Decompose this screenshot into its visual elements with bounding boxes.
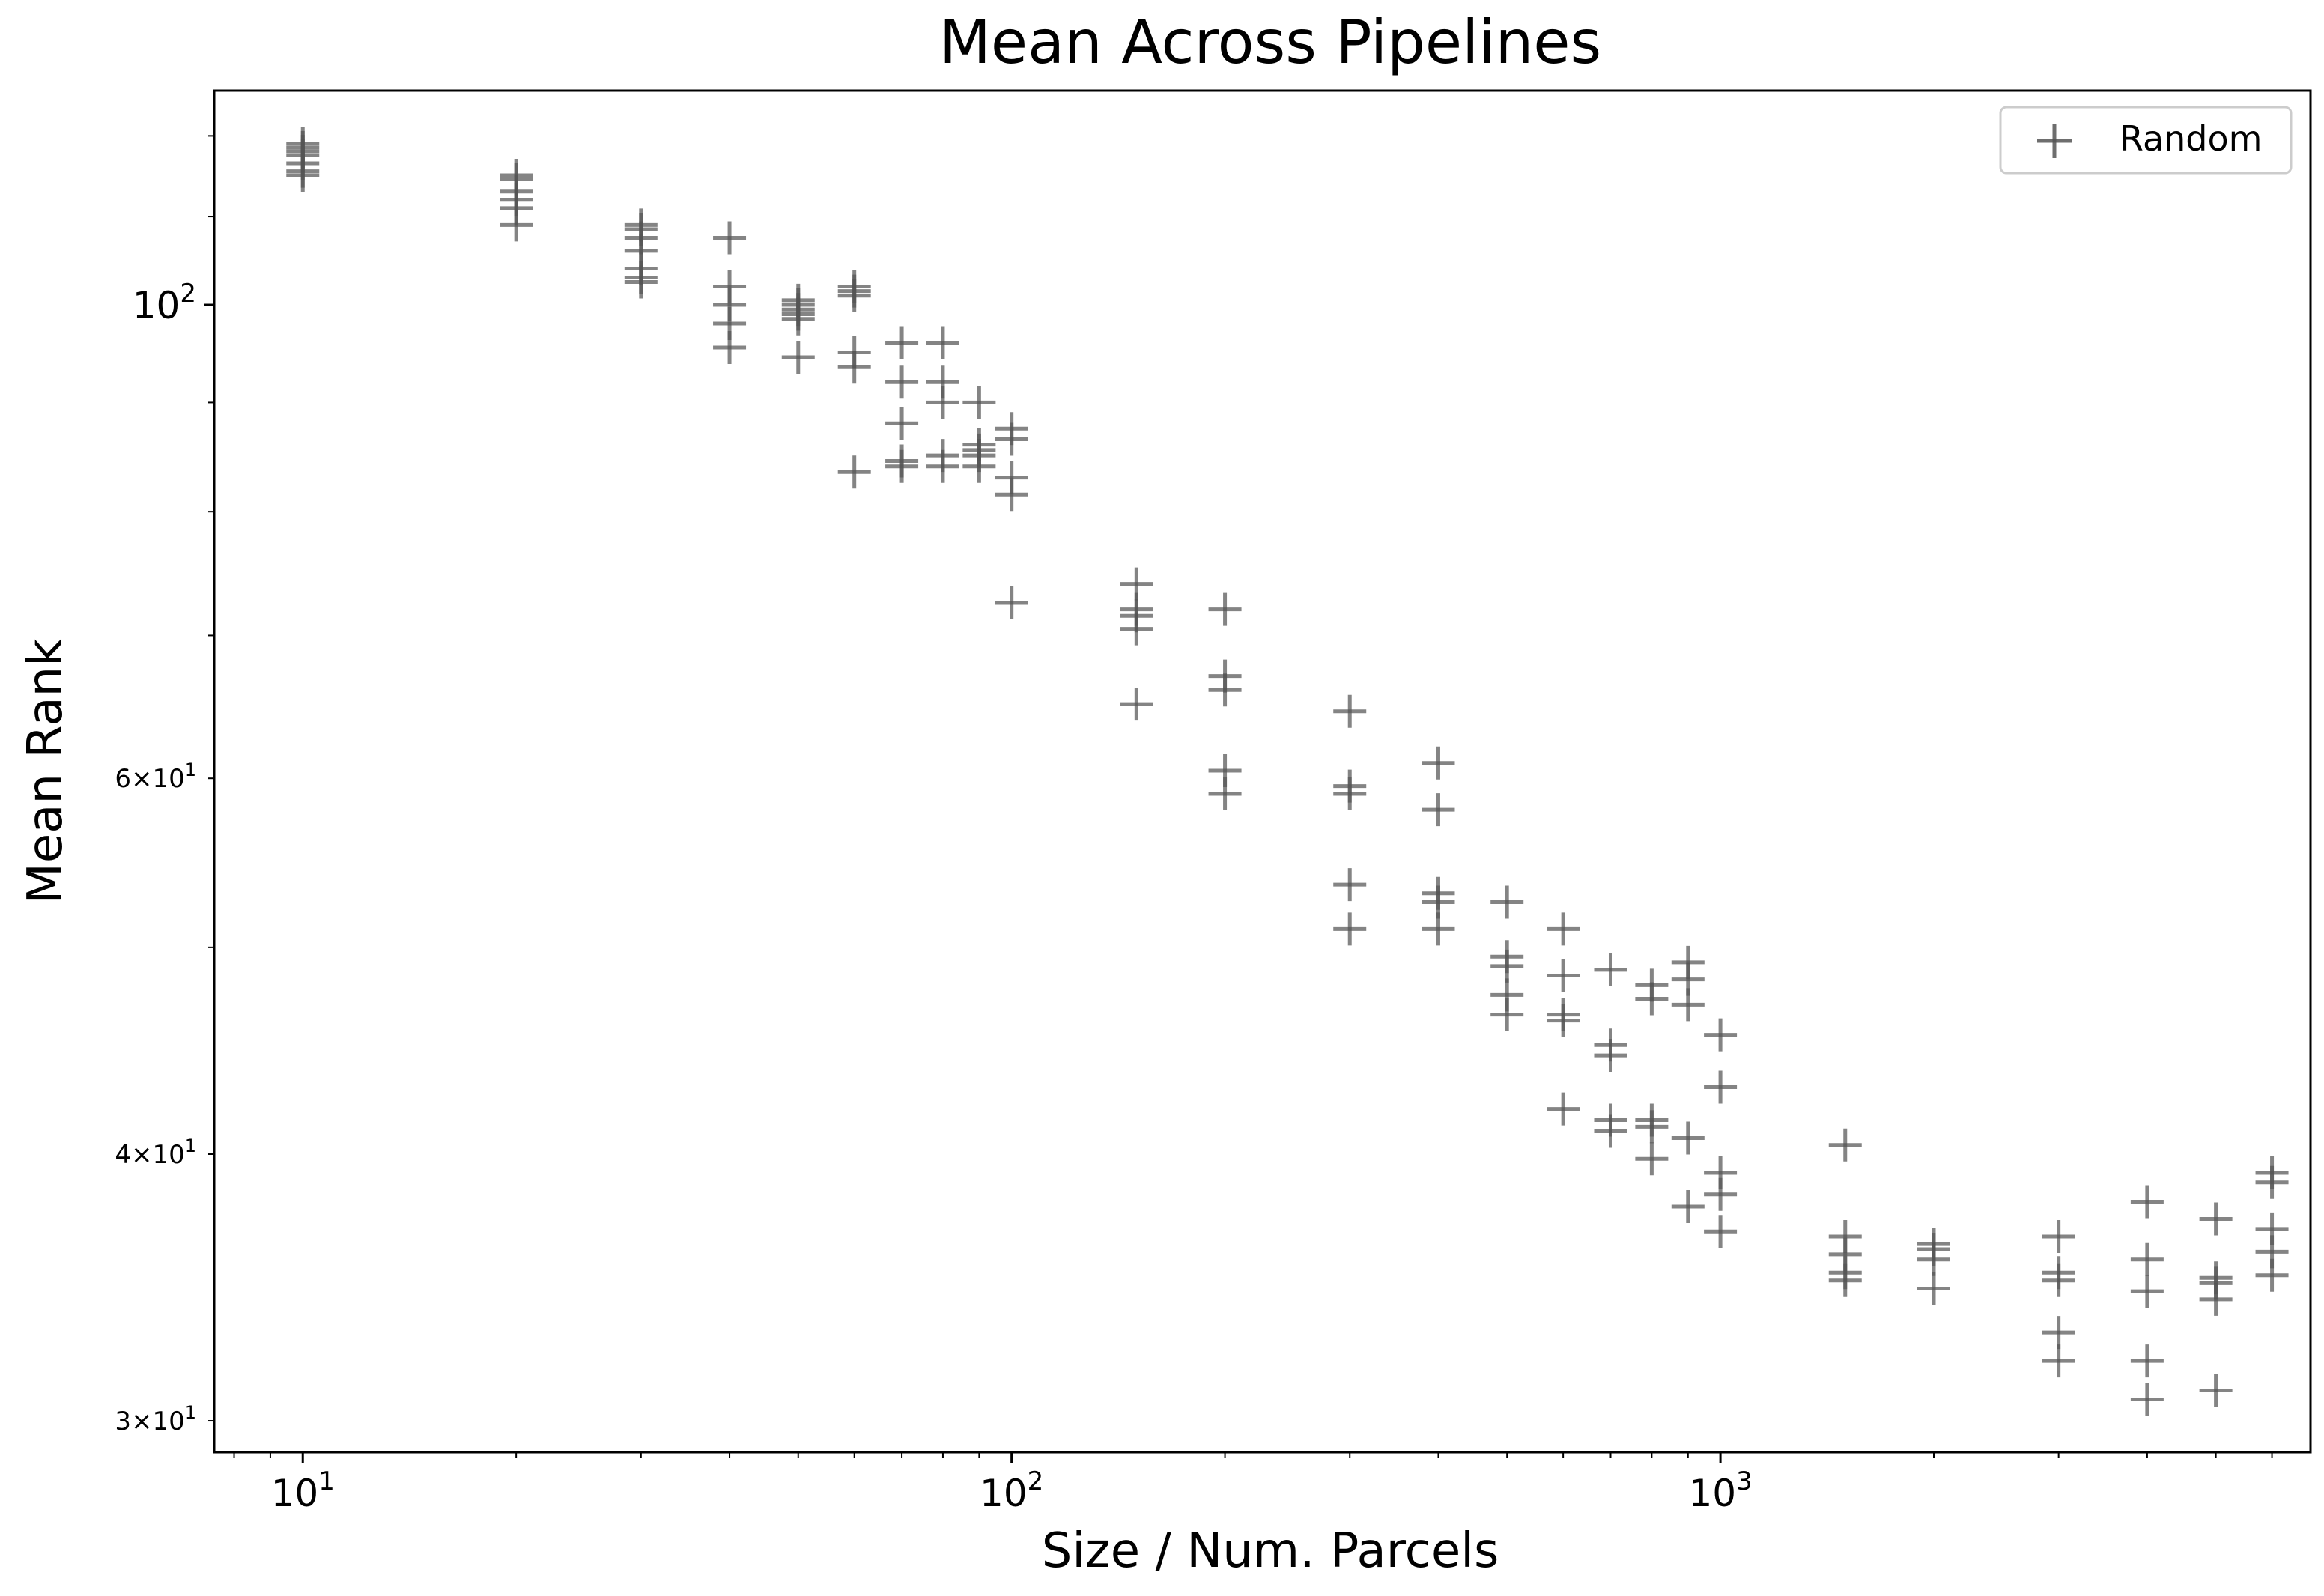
data-point-plus bbox=[1594, 1114, 1627, 1148]
data-point-plus bbox=[885, 326, 919, 359]
data-point-plus bbox=[2130, 1185, 2164, 1219]
data-point-plus bbox=[1547, 1092, 1580, 1126]
x-tick-label: 102 bbox=[980, 1466, 1043, 1515]
data-point-plus bbox=[1917, 1272, 1950, 1305]
data-point-plus bbox=[2199, 1282, 2233, 1316]
legend: Random bbox=[1999, 106, 2293, 175]
data-point-plus bbox=[1547, 1004, 1580, 1037]
data-point-plus bbox=[1635, 982, 1669, 1016]
plot-marks bbox=[286, 127, 2289, 1416]
legend-marker-plus-icon bbox=[2037, 124, 2072, 158]
data-point-plus bbox=[1704, 1215, 1738, 1248]
data-point-plus bbox=[1333, 868, 1367, 902]
legend-label: Random bbox=[2120, 118, 2262, 159]
data-point-plus bbox=[2042, 1263, 2075, 1297]
data-point-plus bbox=[2130, 1242, 2164, 1276]
plot-frame bbox=[213, 89, 2312, 1454]
y-tick-label: 3×101 bbox=[115, 1402, 196, 1436]
data-point-plus bbox=[1333, 912, 1367, 946]
data-point-plus bbox=[2042, 1344, 2075, 1378]
data-point-plus bbox=[1704, 1070, 1738, 1104]
data-point-plus bbox=[885, 449, 919, 483]
y-axis-label: Mean Rank bbox=[18, 639, 73, 905]
data-point-plus bbox=[2042, 1316, 2075, 1350]
data-point-plus bbox=[1635, 1110, 1669, 1144]
x-tick-label: 101 bbox=[271, 1466, 335, 1515]
data-point-plus bbox=[2130, 1383, 2164, 1416]
data-point-plus bbox=[962, 449, 996, 483]
data-point-plus bbox=[926, 386, 959, 419]
data-point-plus bbox=[286, 159, 320, 192]
data-point-plus bbox=[1490, 949, 1524, 983]
data-point-plus bbox=[2199, 1374, 2233, 1407]
data-point-plus bbox=[1422, 746, 1455, 780]
data-point-plus bbox=[2199, 1202, 2233, 1236]
data-point-plus bbox=[837, 455, 871, 489]
y-tick-label: 6×101 bbox=[115, 759, 196, 794]
data-point-plus bbox=[1422, 912, 1455, 946]
data-point-plus bbox=[1208, 592, 1242, 626]
data-point-plus bbox=[1828, 1128, 1862, 1162]
data-point-plus bbox=[1547, 959, 1580, 992]
data-point-plus bbox=[1917, 1242, 1950, 1276]
data-point-plus bbox=[1671, 1190, 1705, 1224]
data-point-plus bbox=[1671, 1121, 1705, 1155]
data-point-plus bbox=[1594, 953, 1627, 986]
data-point-plus bbox=[926, 449, 959, 483]
data-point-plus bbox=[2042, 1219, 2075, 1253]
data-point-plus bbox=[995, 586, 1028, 620]
data-point-plus bbox=[885, 365, 919, 399]
data-point-plus bbox=[1635, 1142, 1669, 1176]
data-point-plus bbox=[1704, 1018, 1738, 1052]
x-axis-label: Size / Num. Parcels bbox=[1042, 1523, 1499, 1579]
data-point-plus bbox=[781, 302, 815, 336]
data-point-plus bbox=[1333, 694, 1367, 728]
data-point-plus bbox=[2255, 1165, 2289, 1199]
data-point-plus bbox=[962, 386, 996, 419]
data-point-plus bbox=[1422, 793, 1455, 827]
y-tick-label: 4×101 bbox=[115, 1135, 196, 1170]
data-point-plus bbox=[995, 422, 1028, 456]
data-point-plus bbox=[1828, 1263, 1862, 1297]
data-point-plus bbox=[2130, 1275, 2164, 1308]
data-point-plus bbox=[1490, 885, 1524, 919]
data-point-plus bbox=[837, 351, 871, 384]
data-point-plus bbox=[1671, 988, 1705, 1022]
data-point-plus bbox=[837, 279, 871, 312]
data-point-plus bbox=[624, 265, 658, 299]
data-point-plus bbox=[713, 331, 747, 365]
data-point-plus bbox=[1208, 673, 1242, 707]
legend-box bbox=[1999, 106, 2293, 175]
data-point-plus bbox=[2255, 1258, 2289, 1292]
data-point-plus bbox=[500, 208, 533, 242]
data-point-plus bbox=[1594, 1039, 1627, 1072]
x-axis-ticks: 101 102 103 bbox=[233, 1452, 2273, 1515]
x-tick-label: 103 bbox=[1688, 1466, 1752, 1515]
data-point-plus bbox=[713, 221, 747, 255]
data-point-plus bbox=[1333, 777, 1367, 811]
data-point-plus bbox=[926, 326, 959, 359]
data-point-plus bbox=[1208, 777, 1242, 811]
data-point-plus bbox=[1704, 1177, 1738, 1211]
data-point-plus bbox=[1490, 998, 1524, 1031]
data-point-plus bbox=[885, 407, 919, 440]
data-point-plus bbox=[1120, 612, 1153, 646]
data-point-plus bbox=[2130, 1344, 2164, 1378]
y-axis-ticks: 102 6×101 4×101 3×101 bbox=[115, 135, 214, 1436]
y-tick-label: 102 bbox=[133, 279, 196, 327]
data-point-plus bbox=[1547, 912, 1580, 946]
data-point-plus bbox=[781, 341, 815, 374]
chart-title: Mean Across Pipelines bbox=[939, 7, 1601, 77]
data-point-plus bbox=[1120, 688, 1153, 721]
data-point-plus bbox=[995, 478, 1028, 512]
